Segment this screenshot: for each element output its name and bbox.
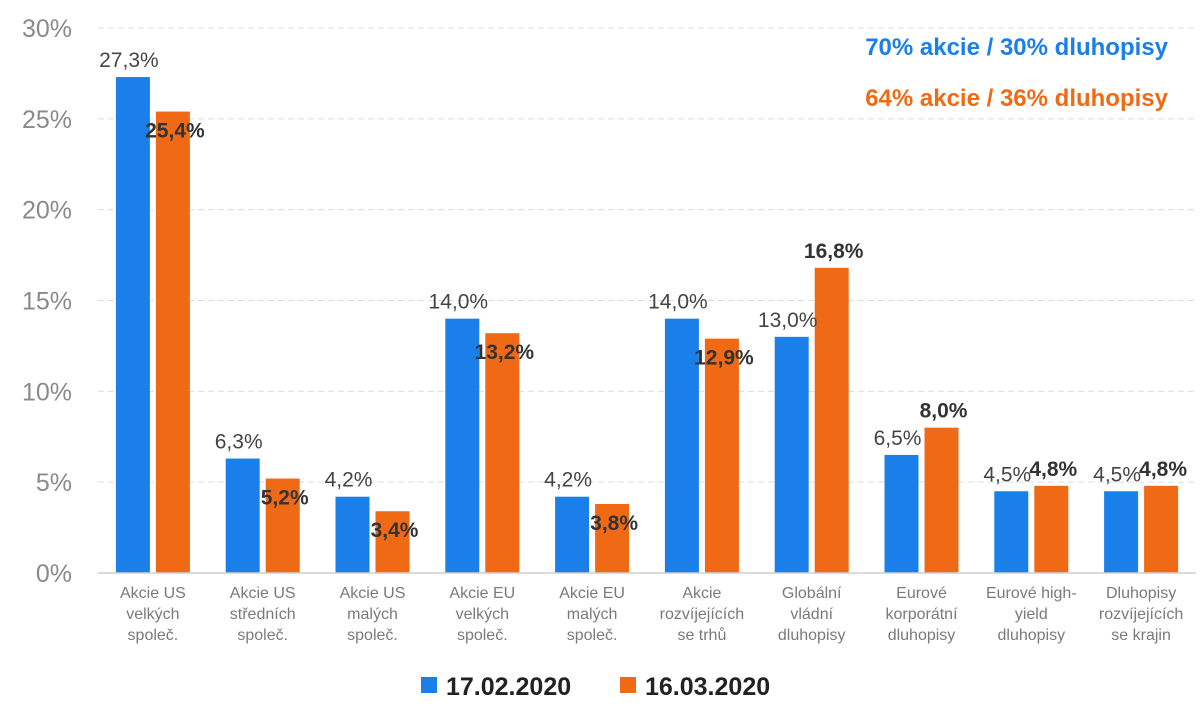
- data-label-17-02-2020: 27,3%: [99, 49, 159, 72]
- x-tick-label: Eurové korporátní dluhopisy: [885, 585, 958, 644]
- data-label-17-02-2020: 6,3%: [215, 431, 263, 454]
- data-label-16-03-2020: 25,4%: [145, 120, 205, 143]
- bar-17-02-2020: [335, 496, 370, 573]
- y-tick-label: 10%: [22, 378, 72, 406]
- data-label-16-03-2020: 8,0%: [920, 400, 968, 423]
- legend-label-blue: 17.02.2020: [446, 673, 571, 701]
- data-label-17-02-2020: 6,5%: [874, 427, 922, 450]
- bar-16-03-2020: [265, 478, 300, 573]
- y-tick-label: 20%: [22, 197, 72, 225]
- data-label-17-02-2020: 4,5%: [983, 463, 1031, 486]
- bar-17-02-2020: [225, 458, 260, 573]
- bar-17-02-2020: [445, 318, 480, 573]
- gridlines: [98, 27, 1196, 483]
- x-tick-label: Akcie EU malých společ.: [559, 585, 625, 644]
- bar-16-03-2020: [814, 267, 849, 573]
- legend-swatch-blue: [421, 677, 437, 693]
- bar-17-02-2020: [994, 491, 1029, 573]
- data-label-16-03-2020: 3,4%: [371, 519, 419, 542]
- x-tick-label: Akcie US malých společ.: [340, 585, 406, 644]
- data-label-17-02-2020: 14,0%: [648, 291, 708, 314]
- bar-16-03-2020: [485, 333, 520, 573]
- y-tick-label: 25%: [22, 106, 72, 134]
- data-label-17-02-2020: 4,5%: [1093, 463, 1141, 486]
- bar-16-03-2020: [375, 511, 410, 573]
- data-label-16-03-2020: 12,9%: [694, 347, 754, 370]
- data-label-16-03-2020: 16,8%: [804, 240, 864, 263]
- bar-16-03-2020: [1034, 485, 1069, 573]
- annotation-blue: 70% akcie / 30% dluhopisy: [865, 34, 1168, 61]
- bar-16-03-2020: [924, 427, 959, 573]
- bar-17-02-2020: [884, 454, 919, 573]
- data-labels: 27,3% 25,4% 6,3% 5,2% 4,2% 3,4% 14,0% 13,2% 4,2%…: [99, 49, 1187, 542]
- x-tick-label: Akcie rozvíjejících se trhů: [660, 585, 744, 644]
- y-tick-label: 5%: [36, 469, 72, 497]
- data-label-16-03-2020: 3,8%: [590, 512, 638, 535]
- x-tick-label: Eurové high-yield dluhopisy: [986, 585, 1077, 644]
- legend: 17.02.2020 16.03.2020: [421, 673, 770, 701]
- x-axis-ticks: Akcie US velkých společ. Akcie US středních s…: [120, 585, 1183, 644]
- bars: [115, 77, 1179, 574]
- annotation-orange: 64% akcie / 36% dluhopisy: [865, 85, 1168, 112]
- legend-swatch-orange: [620, 677, 636, 693]
- data-label-16-03-2020: 5,2%: [261, 487, 309, 510]
- data-label-17-02-2020: 14,0%: [429, 291, 489, 314]
- y-tick-label: 30%: [22, 15, 72, 43]
- bar-17-02-2020: [774, 336, 809, 573]
- bar-17-02-2020: [115, 77, 150, 574]
- bar-17-02-2020: [664, 318, 699, 573]
- bar-17-02-2020: [1104, 491, 1139, 573]
- data-label-17-02-2020: 4,2%: [325, 469, 373, 492]
- x-tick-label: Globální vládní dluhopisy: [778, 585, 846, 644]
- bar-16-03-2020: [595, 503, 630, 573]
- y-axis-ticks: 0% 5% 10% 15% 20% 25% 30%: [22, 15, 72, 588]
- y-tick-label: 0%: [36, 560, 72, 588]
- bar-16-03-2020: [155, 111, 190, 574]
- y-tick-label: 15%: [22, 288, 72, 316]
- data-label-16-03-2020: 4,8%: [1139, 458, 1187, 481]
- bar-17-02-2020: [555, 496, 590, 573]
- data-label-16-03-2020: 13,2%: [475, 341, 535, 364]
- legend-label-orange: 16.03.2020: [645, 673, 770, 701]
- x-tick-label: Dluhopisy rozvíjejících se krajin: [1099, 585, 1183, 644]
- x-tick-label: Akcie EU velkých společ.: [449, 585, 515, 644]
- data-label-17-02-2020: 13,0%: [758, 309, 818, 332]
- x-tick-label: Akcie US velkých společ.: [120, 585, 186, 644]
- bar-16-03-2020: [704, 338, 739, 573]
- x-tick-label: Akcie US středních společ.: [230, 585, 296, 644]
- bar-16-03-2020: [1144, 485, 1179, 573]
- data-label-16-03-2020: 4,8%: [1029, 458, 1077, 481]
- data-label-17-02-2020: 4,2%: [544, 469, 592, 492]
